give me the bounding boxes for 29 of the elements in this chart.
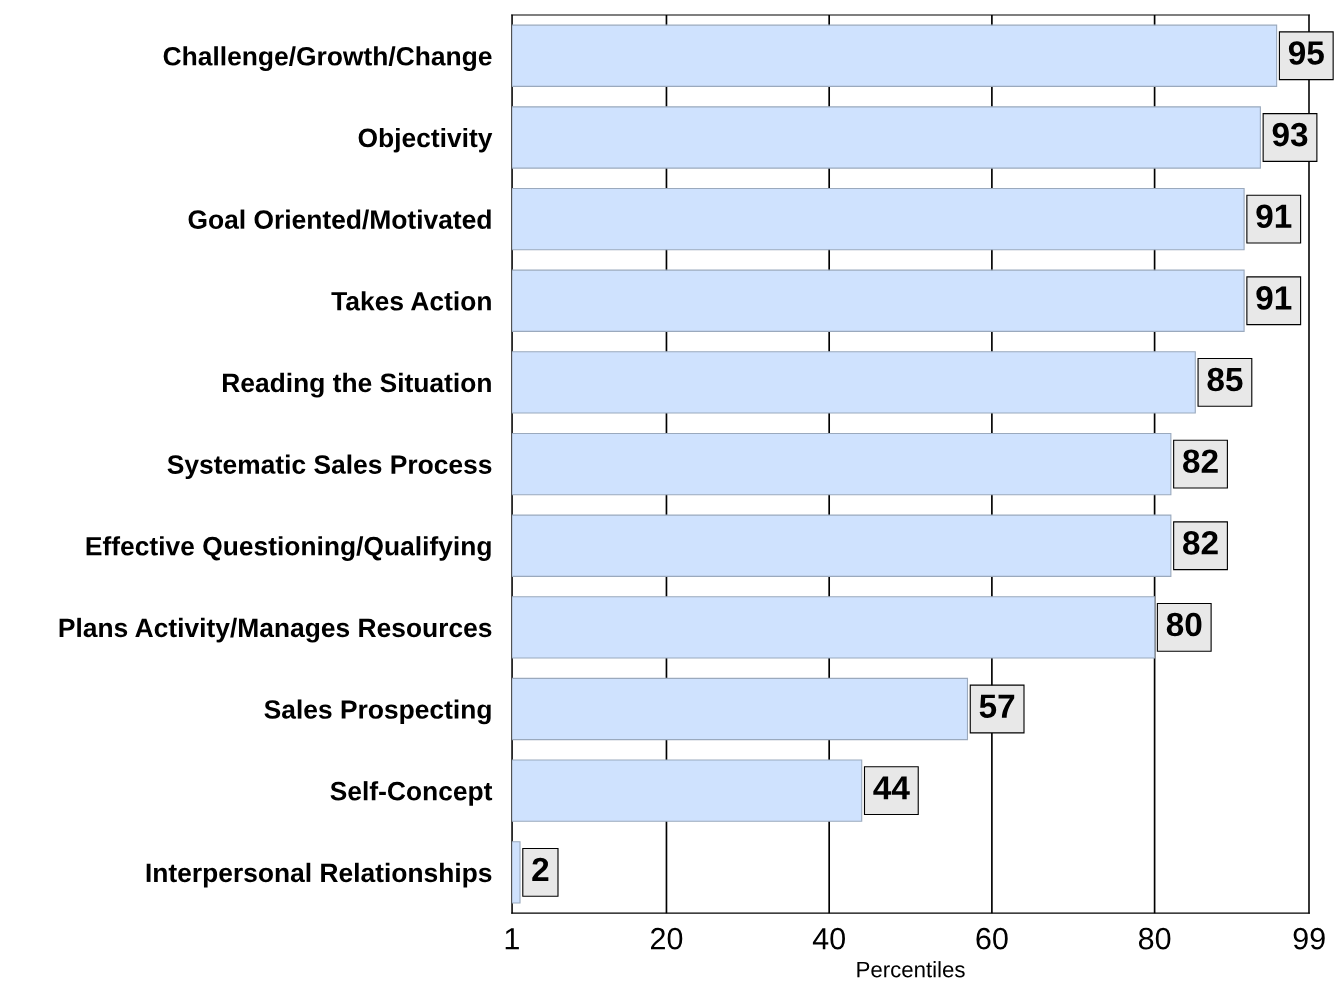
data-label: 85 xyxy=(1207,367,1243,392)
y-tick-label: Objectivity xyxy=(358,127,493,153)
x-tick-label: 60 xyxy=(976,927,1008,950)
y-tick-label: Self-Concept xyxy=(330,781,493,806)
y-tick-label: Plans Activity/Manages Resources xyxy=(59,617,492,643)
y-tick-label: Systematic Sales Process xyxy=(167,454,492,480)
data-label: 91 xyxy=(1256,286,1292,310)
data-label: 91 xyxy=(1256,204,1292,229)
data-label: 95 xyxy=(1288,41,1324,65)
data-label: 82 xyxy=(1183,531,1218,555)
y-tick-label: Sales Prospecting xyxy=(264,699,491,725)
x-tick-label: 80 xyxy=(1138,927,1171,950)
x-axis-title: Percentiles xyxy=(857,961,965,978)
x-tick-label: 99 xyxy=(1293,927,1325,950)
data-label: 80 xyxy=(1166,612,1202,637)
data-label: 57 xyxy=(979,694,1015,718)
data-label: 2 xyxy=(532,857,549,881)
data-label: 44 xyxy=(873,776,910,800)
x-tick-label: 1 xyxy=(505,928,519,950)
x-tick-label: 20 xyxy=(651,927,683,950)
x-tick-label: 40 xyxy=(812,927,845,950)
data-label: 82 xyxy=(1183,449,1218,474)
y-tick-label: Reading the Situation xyxy=(223,372,491,398)
y-tick-label: Interpersonal Relationships xyxy=(146,862,492,888)
data-label: 93 xyxy=(1272,122,1308,147)
y-tick-label: Goal Oriented/Motivated xyxy=(188,209,491,230)
y-tick-label: Challenge/Growth/Change xyxy=(163,46,492,71)
y-tick-label: Takes Action xyxy=(331,291,491,311)
y-tick-label: Effective Questioning/Qualifying xyxy=(86,536,491,561)
